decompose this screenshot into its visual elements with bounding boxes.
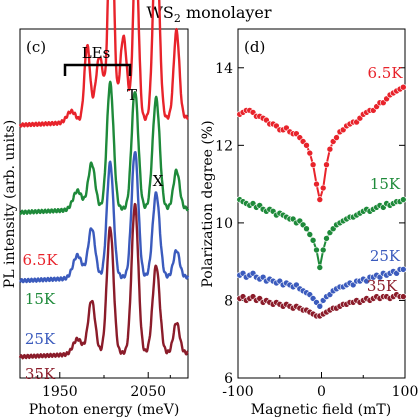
panel-d-ytick-label: 6 bbox=[224, 371, 233, 387]
les-bracket bbox=[63, 63, 132, 76]
panel-d-point bbox=[399, 196, 407, 203]
panel-d-point bbox=[309, 237, 317, 244]
panel-c-ylabel: PL intensity (arb. units) bbox=[2, 120, 18, 288]
panel-d-label: (d) bbox=[244, 38, 265, 56]
panel-d-point bbox=[309, 161, 317, 168]
panel-d-point bbox=[333, 134, 340, 141]
panel-d-series: 6.5K 15K 25K 35K bbox=[236, 64, 407, 320]
panel-c-series-label: 35K bbox=[25, 365, 56, 383]
panel-c-xtick-label: 2050 bbox=[130, 384, 166, 400]
panel-d-point bbox=[306, 149, 314, 157]
panel-d-series-label: 15K bbox=[370, 175, 401, 193]
panel-d-point bbox=[316, 302, 324, 310]
panel-d-point bbox=[303, 225, 310, 232]
panel-d-point bbox=[313, 246, 320, 254]
annotation-les: LEs bbox=[82, 44, 111, 62]
annotation-x: X bbox=[153, 172, 164, 190]
panel-c-series: 6.5K 15K 25K 35K bbox=[18, 0, 190, 383]
panel-d-point bbox=[319, 184, 327, 192]
panel-c-label: (c) bbox=[26, 38, 46, 56]
panel-d-xtick-label: 100 bbox=[392, 384, 418, 400]
panel-c-series-15K-line bbox=[18, 80, 190, 216]
panel-d-ticks: 6 8 10 12 14 -100 0 100 bbox=[215, 61, 418, 400]
panel-d-ytick-label: 10 bbox=[215, 216, 233, 232]
annotation-t: T bbox=[127, 86, 137, 104]
panel-d-point bbox=[399, 293, 407, 300]
panel-d-point bbox=[306, 231, 314, 238]
panel-c-series-label: 6.5K bbox=[22, 251, 58, 269]
panel-d-series-label: 6.5K bbox=[367, 64, 403, 82]
panel-d: (d) Polarization degree (%) Magnetic fie… bbox=[200, 28, 418, 418]
panel-c-series-6.5K-line bbox=[18, 0, 189, 128]
panel-c-series-25K-line bbox=[19, 150, 190, 284]
panel-d-point bbox=[323, 161, 330, 168]
panel-d-xlabel: Magnetic field (mT) bbox=[251, 402, 391, 418]
panel-d-ytick-label: 14 bbox=[215, 61, 233, 77]
panel-c-series-label: 25K bbox=[25, 330, 56, 348]
panel-d-series-label: 25K bbox=[370, 247, 401, 265]
panel-d-point bbox=[316, 196, 324, 203]
panel-d-series-label: 35K bbox=[367, 277, 398, 295]
panel-d-point bbox=[319, 246, 327, 254]
panel-d-ylabel: Polarization degree (%) bbox=[200, 120, 216, 287]
panel-c-series-label: 15K bbox=[25, 290, 56, 308]
panel-d-ytick-label: 8 bbox=[224, 293, 233, 309]
panel-d-point bbox=[313, 180, 320, 188]
panel-d-point bbox=[323, 235, 330, 242]
panel-d-point bbox=[399, 266, 407, 273]
panel-d-point bbox=[326, 145, 334, 153]
panel-c-series-35K-line bbox=[18, 202, 189, 360]
panel-c-xtick-label: 1950 bbox=[42, 384, 78, 400]
panel-c-ticks: 1950 2050 bbox=[37, 372, 171, 400]
panel-c-xlabel: Photon energy (meV) bbox=[29, 402, 180, 418]
panel-d-point bbox=[316, 264, 324, 271]
panel-c: (c) PL intensity (arb. units) Photon ene… bbox=[2, 0, 190, 418]
panel-d-point bbox=[303, 142, 310, 149]
panel-d-xtick-label: -100 bbox=[222, 384, 253, 400]
figure-title: WS2 monolayer bbox=[146, 3, 271, 25]
panel-d-point bbox=[399, 83, 407, 91]
panel-d-xtick-label: 0 bbox=[317, 384, 326, 400]
panel-d-ytick-label: 12 bbox=[215, 138, 233, 154]
